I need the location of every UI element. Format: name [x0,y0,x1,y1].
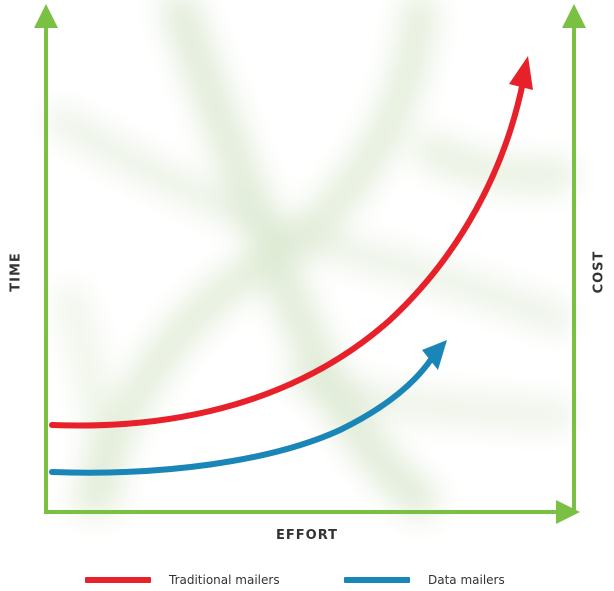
traditional-mailers-arrowhead [509,56,533,90]
legend-label: Traditional mailers [169,573,280,587]
legend-swatch-red [85,577,151,583]
data-mailers-curve [49,355,435,476]
right-axis-label: COST [591,250,607,294]
legend-item-traditional-mailers: Traditional mailers [85,572,280,588]
x-axis-arrowhead [556,500,580,524]
axes [34,4,586,524]
data-mailers-arrowhead [422,340,447,370]
right-axis-arrowhead [562,4,586,28]
left-axis-arrowhead [34,4,58,28]
left-axis-label: TIME [8,252,24,292]
legend-label: Data mailers [428,573,505,587]
x-axis-label: EFFORT [276,528,338,543]
traditional-mailers-curve [49,79,526,429]
legend-item-data-mailers: Data mailers [344,572,505,588]
legend-swatch-blue [344,577,410,583]
background-pattern [46,0,577,519]
